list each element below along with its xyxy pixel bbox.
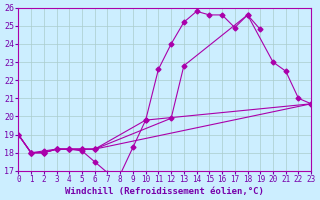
X-axis label: Windchill (Refroidissement éolien,°C): Windchill (Refroidissement éolien,°C) <box>65 187 264 196</box>
